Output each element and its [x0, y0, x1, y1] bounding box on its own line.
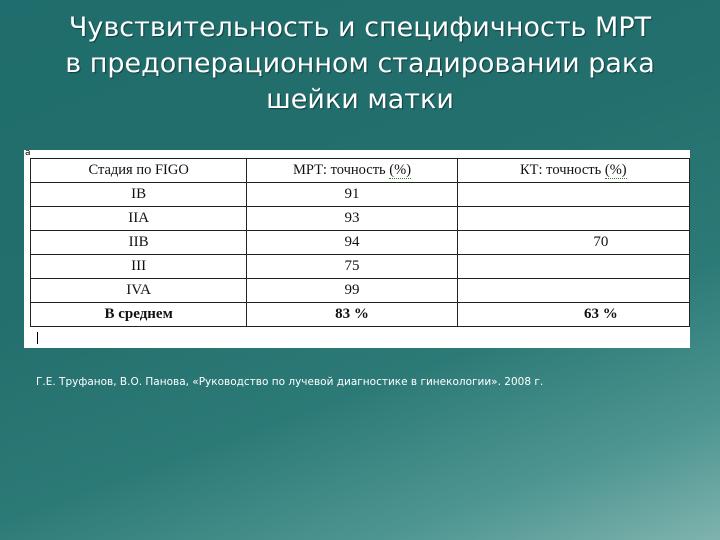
cell-kt — [456, 278, 691, 303]
cell-stage: В среднем — [29, 302, 248, 327]
header-kt: КТ: точность (%) — [456, 158, 691, 183]
header-mrt: МРТ: точность (%) — [246, 158, 458, 183]
slide-title: Чувствительность и специфичность МРТ в п… — [20, 10, 700, 118]
corner-mark: a — [25, 148, 31, 158]
header-kt-label: КТ: точность — [520, 162, 605, 178]
cell-mrt: 91 — [246, 182, 458, 207]
table-image: a Стадия по FIGO МРТ: точность (%) КТ: т… — [24, 148, 691, 348]
source-caption: Г.Е. Труфанов, В.О. Панова, «Руководство… — [36, 376, 544, 388]
table-row: IVA 99 — [29, 278, 691, 303]
cell-stage: III — [29, 254, 248, 279]
table-row: IIB 94 70 — [29, 230, 691, 255]
accuracy-table: Стадия по FIGO МРТ: точность (%) КТ: точ… — [29, 158, 691, 327]
table-row-average: В среднем 83 % 63 % — [29, 302, 691, 327]
cell-kt: 63 % — [456, 302, 691, 327]
cell-mrt: 75 — [246, 254, 458, 279]
title-line-2: в предоперационном стадировании рака — [65, 48, 655, 79]
header-stage: Стадия по FIGO — [29, 158, 248, 183]
table-row: IIA 93 — [29, 206, 691, 231]
header-kt-unit: (%) — [604, 162, 627, 179]
cell-mrt: 94 — [246, 230, 458, 255]
title-line-1: Чувствительность и специфичность МРТ — [68, 12, 652, 43]
cell-kt — [456, 182, 691, 207]
header-mrt-unit: (%) — [389, 162, 412, 179]
cell-kt — [456, 206, 691, 231]
table-row: III 75 — [29, 254, 691, 279]
cell-stage: IB — [29, 182, 248, 207]
cell-stage: IIB — [29, 230, 248, 255]
header-mrt-label: МРТ: точность — [292, 162, 390, 178]
cell-mrt: 99 — [246, 278, 458, 303]
table-header-row: Стадия по FIGO МРТ: точность (%) КТ: точ… — [29, 158, 691, 183]
cell-stage: IIA — [29, 206, 248, 231]
title-line-3: шейки матки — [266, 84, 454, 115]
cell-kt: 70 — [456, 230, 691, 255]
table-row: IB 91 — [29, 182, 691, 207]
cursor-mark — [37, 332, 38, 344]
cell-stage: IVA — [29, 278, 248, 303]
cell-mrt: 83 % — [246, 302, 458, 327]
cell-kt — [456, 254, 691, 279]
cell-mrt: 93 — [246, 206, 458, 231]
